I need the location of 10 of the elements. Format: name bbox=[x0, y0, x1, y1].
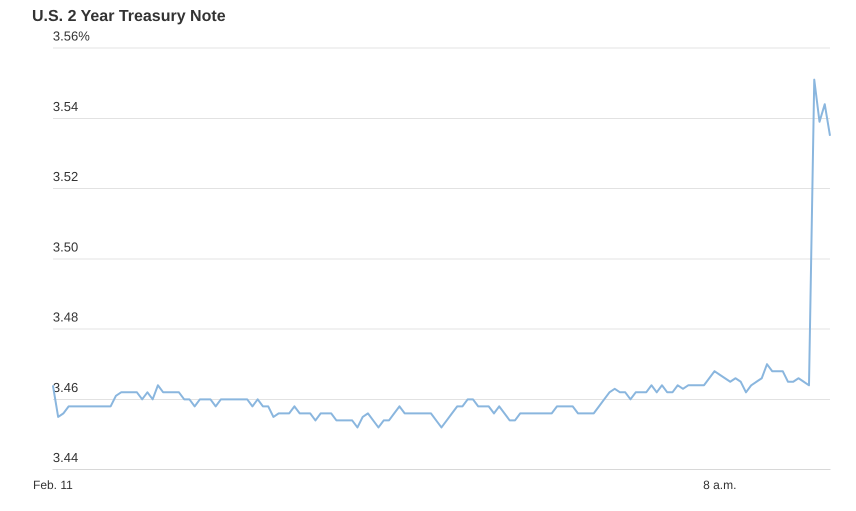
y-tick-label: 3.48 bbox=[52, 310, 78, 325]
y-tick-label: 3.46 bbox=[52, 380, 78, 395]
x-tick-label: 8 a.m. bbox=[703, 478, 736, 492]
y-tick-label: 3.44 bbox=[52, 450, 78, 466]
y-tick-label: 3.50 bbox=[52, 239, 78, 254]
y-tick-label: 3.54 bbox=[52, 98, 78, 114]
y-tick-label: 3.52 bbox=[52, 169, 78, 184]
x-tick-label: Feb. 11 bbox=[32, 478, 74, 492]
chart-title: U.S. 2 Year Treasury Note bbox=[31, 8, 227, 26]
y-tick-label: 3.56% bbox=[52, 28, 90, 44]
